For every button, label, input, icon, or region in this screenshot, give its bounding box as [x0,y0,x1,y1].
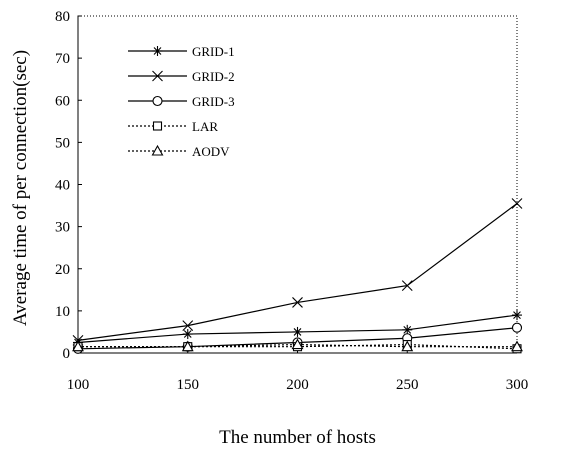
legend-label: GRID-1 [192,44,235,59]
y-tick-label: 50 [55,135,70,151]
data-point-grid-2 [401,280,413,291]
legend-label: GRID-3 [192,94,235,109]
legend-item-aodv: AODV [128,144,230,159]
data-series [72,198,523,354]
data-point-grid-2 [511,198,523,209]
y-axis-title: Average time of per connection(sec) [10,50,31,326]
data-point-grid-3 [511,322,523,333]
data-point-aodv [181,340,194,352]
y-tick-label: 30 [55,220,70,236]
legend-marker-aodv [151,144,164,156]
x-axis-title: The number of hosts [219,427,376,448]
legend-marker-lar [152,121,163,131]
legend-label: LAR [192,119,218,134]
x-tick-label: 150 [177,377,200,393]
y-tick-label: 20 [55,262,70,278]
x-tick-label: 100 [67,377,90,393]
data-point-aodv [291,338,304,350]
x-tick-label: 250 [396,377,419,393]
legend-item-grid-2: GRID-2 [128,69,235,84]
data-point-grid-1 [402,324,413,335]
legend: GRID-1 GRID-2 GRID-3 LAR AODV [128,44,235,159]
x-tick-label: 200 [286,377,309,393]
legend-item-grid-3: GRID-3 [128,94,235,109]
data-point-aodv [401,340,414,352]
data-point-grid-2 [292,297,303,308]
y-tick-label: 40 [55,178,70,194]
data-point-grid-1 [292,326,303,337]
legend-label: GRID-2 [192,69,235,84]
data-point-grid-1 [182,329,193,340]
x-axis-ticks: 100 150 200 250 300 [67,349,529,393]
y-tick-label: 70 [55,51,70,67]
y-axis-ticks: 0 10 20 30 40 50 60 70 80 [55,9,82,362]
data-point-aodv [511,340,523,352]
y-tick-label: 0 [63,346,71,362]
y-tick-label: 60 [55,93,70,109]
series-line-aodv [78,343,517,348]
legend-label: AODV [192,144,230,159]
legend-marker-grid-3 [152,95,163,107]
series-line-grid-2 [77,202,518,341]
data-point-aodv [72,340,84,352]
legend-marker-grid-1 [152,46,163,56]
legend-item-grid-1: GRID-1 [128,44,235,59]
y-tick-label: 80 [55,9,70,25]
x-tick-label: 300 [506,377,529,393]
legend-item-lar: LAR [128,119,218,134]
y-tick-label: 10 [55,304,70,320]
data-point-grid-2 [182,320,194,332]
legend-marker-grid-2 [152,70,163,82]
data-point-grid-1 [512,310,522,321]
